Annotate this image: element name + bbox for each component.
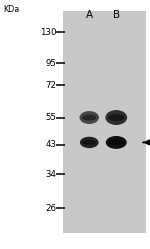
Text: 95: 95 xyxy=(45,59,56,68)
Text: KDa: KDa xyxy=(3,5,19,14)
Ellipse shape xyxy=(80,111,99,124)
Ellipse shape xyxy=(80,137,99,148)
Text: 130: 130 xyxy=(40,28,56,37)
FancyBboxPatch shape xyxy=(63,11,146,233)
Ellipse shape xyxy=(82,115,97,121)
Text: 72: 72 xyxy=(45,81,56,90)
Ellipse shape xyxy=(106,136,127,149)
Text: 34: 34 xyxy=(45,170,56,179)
Ellipse shape xyxy=(108,139,124,145)
Text: 43: 43 xyxy=(45,140,56,149)
Text: 55: 55 xyxy=(45,113,56,122)
Ellipse shape xyxy=(108,114,124,121)
Text: B: B xyxy=(113,10,120,20)
Text: A: A xyxy=(86,10,93,20)
Ellipse shape xyxy=(105,110,127,125)
Ellipse shape xyxy=(82,140,96,145)
Text: 26: 26 xyxy=(45,204,56,213)
